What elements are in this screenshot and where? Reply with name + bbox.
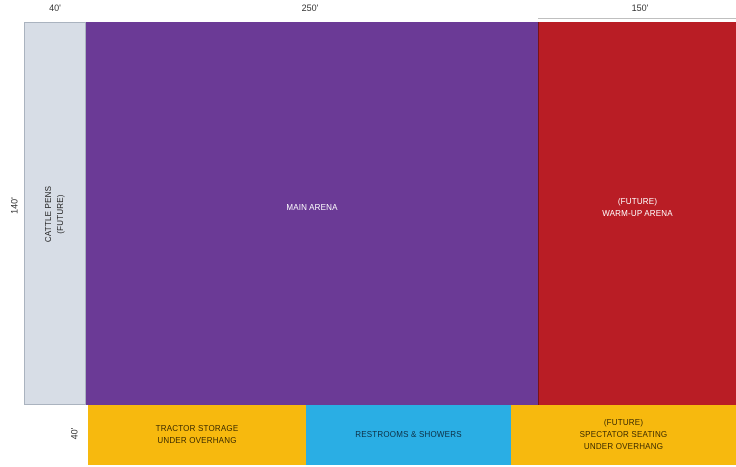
tractor-storage-label-line1: TRACTOR STORAGE <box>155 424 239 433</box>
spectator-seating-label-line2: SPECTATOR SEATING <box>579 430 668 439</box>
cattle-pens-label-line1: CATTLE PENS <box>43 185 53 242</box>
cattle-pens-zone: CATTLE PENS (FUTURE) <box>24 22 86 405</box>
cattle-pens-label-line2: (FUTURE) <box>55 193 65 234</box>
warmup-arena-zone: (FUTURE) WARM-UP ARENA <box>538 22 736 405</box>
restrooms-showers-zone: RESTROOMS & SHOWERS <box>306 405 511 465</box>
dimension-left-side: 140' <box>9 197 20 214</box>
spectator-seating-label-line1: (FUTURE) <box>603 418 644 427</box>
tractor-storage-label-line2: UNDER OVERHANG <box>157 436 237 445</box>
warmup-arena-label-line2: WARM-UP ARENA <box>602 208 673 218</box>
cattle-pens-label: CATTLE PENS (FUTURE) <box>43 185 67 241</box>
restrooms-showers-label: RESTROOMS & SHOWERS <box>355 430 462 439</box>
main-arena-label: MAIN ARENA <box>286 202 338 212</box>
dimension-top-left: 40' <box>49 3 61 13</box>
spectator-seating-label-line3: UNDER OVERHANG <box>583 442 664 451</box>
dimension-line-top-right <box>538 18 736 19</box>
dimension-bottom-left: 40' <box>69 427 80 440</box>
dimension-top-right: 150' <box>631 3 649 13</box>
spectator-seating-zone: (FUTURE) SPECTATOR SEATING UNDER OVERHAN… <box>511 405 736 465</box>
tractor-storage-zone: TRACTOR STORAGE UNDER OVERHANG <box>88 405 306 465</box>
main-arena-zone: MAIN ARENA <box>86 22 538 405</box>
dimension-top-middle: 250' <box>301 3 319 13</box>
warmup-arena-label-line1: (FUTURE) <box>617 196 658 206</box>
